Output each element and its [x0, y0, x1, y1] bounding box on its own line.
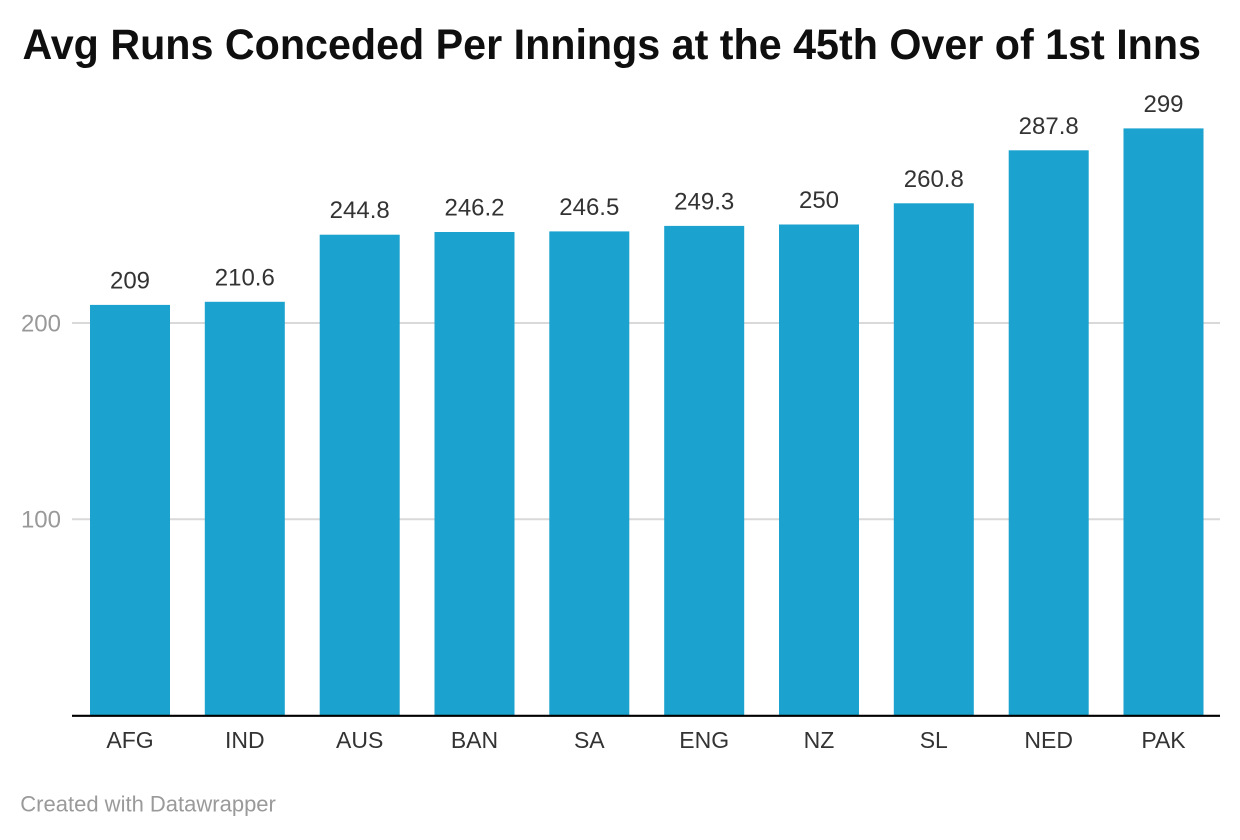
- svg-text:Avg Runs Conceded Per Innings: Avg Runs Conceded Per Innings at the 45t…: [23, 21, 1202, 69]
- svg-text:250: 250: [799, 187, 839, 214]
- svg-text:NED: NED: [1024, 727, 1073, 753]
- svg-text:249.3: 249.3: [674, 188, 734, 215]
- svg-text:NZ: NZ: [804, 727, 835, 753]
- svg-text:SL: SL: [920, 727, 948, 753]
- svg-text:BAN: BAN: [451, 727, 498, 753]
- svg-text:Created with Datawrapper: Created with Datawrapper: [20, 792, 276, 817]
- svg-text:SA: SA: [574, 727, 605, 753]
- svg-text:209: 209: [110, 267, 150, 294]
- svg-text:260.8: 260.8: [904, 166, 964, 193]
- svg-text:244.8: 244.8: [330, 197, 390, 224]
- svg-text:100: 100: [21, 507, 61, 534]
- svg-text:AUS: AUS: [336, 727, 383, 753]
- svg-text:IND: IND: [225, 727, 265, 753]
- svg-text:287.8: 287.8: [1019, 113, 1079, 140]
- svg-text:ENG: ENG: [679, 727, 729, 753]
- svg-text:246.5: 246.5: [559, 194, 619, 221]
- svg-text:AFG: AFG: [106, 727, 153, 753]
- svg-text:PAK: PAK: [1141, 727, 1186, 753]
- svg-text:210.6: 210.6: [215, 264, 275, 291]
- svg-text:246.2: 246.2: [444, 195, 504, 222]
- svg-text:299: 299: [1143, 91, 1183, 118]
- svg-text:200: 200: [21, 310, 61, 337]
